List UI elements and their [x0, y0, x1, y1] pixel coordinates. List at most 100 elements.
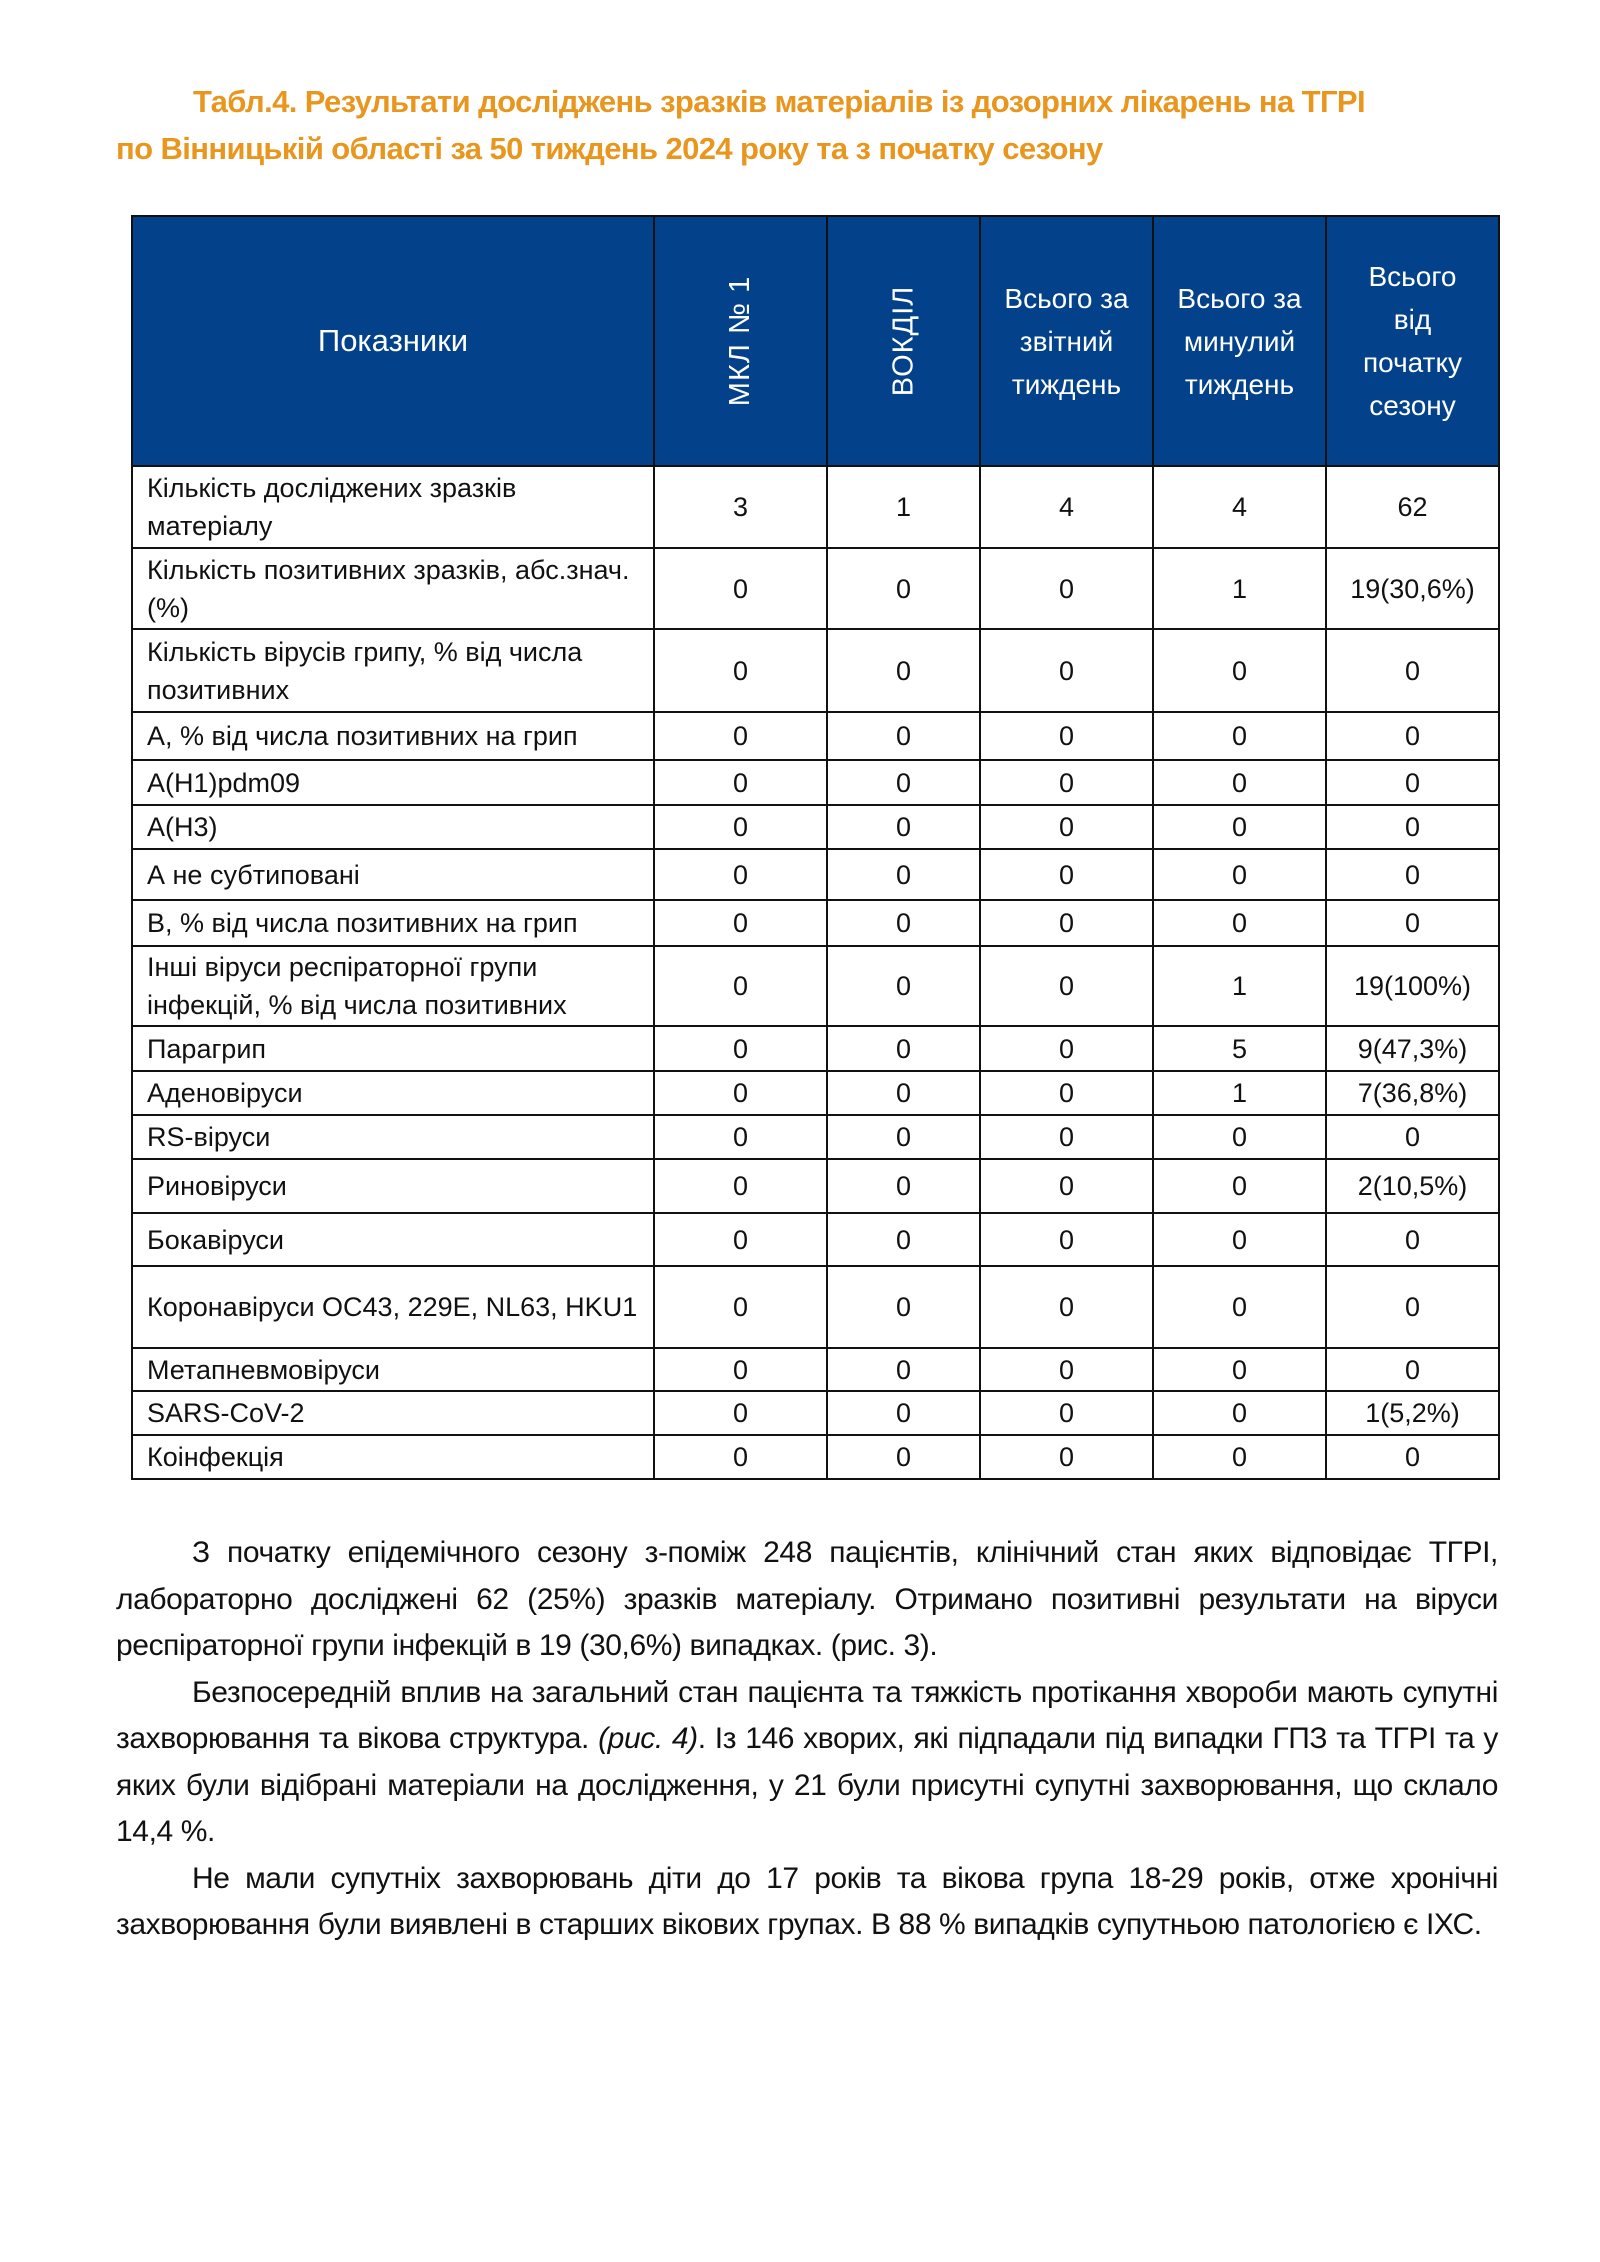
cell-value: 0: [979, 1114, 1154, 1160]
cell-value: 0: [1325, 1265, 1500, 1349]
cell-value: 0: [1325, 628, 1500, 713]
table-row: Риновіруси 0 0 0 0 2(10,5%): [131, 1158, 1500, 1214]
table-row: A(H3) 0 0 0 0 0: [131, 804, 1500, 850]
table-row: Кількість досліджених зразків матеріалу 3…: [131, 465, 1500, 549]
cell-value: 0: [1152, 1212, 1327, 1267]
row-label: RS-віруси: [131, 1114, 655, 1160]
cell-value: 0: [1325, 711, 1500, 761]
cell-value: 62: [1325, 465, 1500, 549]
table-row: В, % від числа позитивних на грип 0 0 0 0 0: [131, 899, 1500, 947]
cell-value: 2(10,5%): [1325, 1158, 1500, 1214]
row-label: Аденовіруси: [131, 1070, 655, 1116]
cell-value: 0: [979, 759, 1154, 806]
cell-value: 0: [653, 1114, 828, 1160]
cell-value: 0: [653, 1158, 828, 1214]
cell-value: 0: [1325, 1212, 1500, 1267]
row-label: A(H3): [131, 804, 655, 850]
cell-value: 0: [826, 1025, 981, 1072]
table-row: Аденовіруси 0 0 0 1 7(36,8%): [131, 1070, 1500, 1116]
row-label: Риновіруси: [131, 1158, 655, 1214]
table-row: Інші віруси респіраторної групи інфекцій…: [131, 945, 1500, 1027]
paragraph-2-text-b: . Із 146 хворих, які підпадали під випад…: [116, 1722, 1498, 1848]
figure-reference: (рис. 4): [598, 1722, 698, 1755]
row-label: Кількість досліджених зразків матеріалу: [131, 465, 655, 549]
cell-value: 4: [1152, 465, 1327, 549]
cell-value: 0: [826, 1347, 981, 1392]
table-row: A(H1)pdm09 0 0 0 0 0: [131, 759, 1500, 806]
cell-value: 19(100%): [1325, 945, 1500, 1027]
cell-value: 0: [979, 945, 1154, 1027]
cell-value: 19(30,6%): [1325, 547, 1500, 630]
cell-value: 0: [979, 1265, 1154, 1349]
cell-value: 0: [979, 899, 1154, 947]
row-label: Метапневмовіруси: [131, 1347, 655, 1392]
cell-value: 0: [826, 1212, 981, 1267]
table-row: А, % від числа позитивних на грип 0 0 0 0 0: [131, 711, 1500, 761]
cell-value: 0: [826, 1434, 981, 1480]
cell-value: 0: [1152, 711, 1327, 761]
cell-value: 0: [1325, 804, 1500, 850]
cell-value: 1: [826, 465, 981, 549]
cell-value: 9(47,3%): [1325, 1025, 1500, 1072]
row-label: A(H1)pdm09: [131, 759, 655, 806]
cell-value: 0: [1152, 1390, 1327, 1436]
paragraph-2-text-a: Безпосередній вплив на загальний стан па…: [116, 1675, 1498, 1756]
cell-value: 0: [653, 1070, 828, 1116]
paragraph-1: З початку епідемічного сезону з-поміж 24…: [116, 1536, 1498, 1662]
header-vokdil: ВОКДІЛ: [826, 215, 981, 467]
paragraph-3: Не мали супутніх захворювань діти до 17 …: [116, 1861, 1498, 1942]
cell-value: 0: [1152, 1434, 1327, 1480]
body-text: З початку епідемічного сезону з-поміж 24…: [116, 1530, 1498, 1949]
cell-value: 0: [979, 848, 1154, 901]
cell-value: 4: [979, 465, 1154, 549]
cell-value: 0: [653, 628, 828, 713]
cell-value: 0: [1325, 1347, 1500, 1392]
table-row: SARS-CoV-2 0 0 0 0 1(5,2%): [131, 1390, 1500, 1436]
table-row: Кількість вірусів грипу, % від числа поз…: [131, 628, 1500, 713]
cell-value: 0: [1152, 1347, 1327, 1392]
cell-value: 0: [653, 804, 828, 850]
cell-value: 0: [653, 1265, 828, 1349]
table-title: Табл.4. Результати досліджень зразків ма…: [116, 78, 1501, 172]
cell-value: 1: [1152, 945, 1327, 1027]
cell-value: 0: [979, 1025, 1154, 1072]
cell-value: 0: [653, 899, 828, 947]
row-label: А, % від числа позитивних на грип: [131, 711, 655, 761]
row-label: Коінфекція: [131, 1434, 655, 1480]
header-mkl1: МКЛ № 1: [653, 215, 828, 467]
table-header-row: Показники МКЛ № 1 ВОКДІЛ Всього за звітн…: [131, 215, 1500, 467]
cell-value: 0: [1152, 804, 1327, 850]
cell-value: 0: [1152, 628, 1327, 713]
header-last-week: Всього за минулий тиждень: [1152, 215, 1327, 467]
table-row: Парагрип 0 0 0 5 9(47,3%): [131, 1025, 1500, 1072]
cell-value: 0: [979, 1347, 1154, 1392]
cell-value: 1: [1152, 547, 1327, 630]
cell-value: 0: [826, 1390, 981, 1436]
table-row: RS-віруси 0 0 0 0 0: [131, 1114, 1500, 1160]
cell-value: 0: [653, 848, 828, 901]
cell-value: 0: [653, 1025, 828, 1072]
cell-value: 0: [826, 848, 981, 901]
cell-value: 0: [1152, 1158, 1327, 1214]
cell-value: 0: [653, 945, 828, 1027]
cell-value: 0: [653, 759, 828, 806]
row-label: В, % від числа позитивних на грип: [131, 899, 655, 947]
paragraph-2: Безпосередній вплив на загальний стан па…: [116, 1670, 1498, 1856]
cell-value: 0: [979, 1390, 1154, 1436]
cell-value: 0: [826, 804, 981, 850]
row-label: Кількість вірусів грипу, % від числа поз…: [131, 628, 655, 713]
cell-value: 0: [1325, 848, 1500, 901]
cell-value: 5: [1152, 1025, 1327, 1072]
table-title-line-1: Табл.4. Результати досліджень зразків ма…: [193, 84, 1366, 119]
cell-value: 0: [653, 1212, 828, 1267]
cell-value: 0: [1152, 1114, 1327, 1160]
cell-value: 0: [979, 804, 1154, 850]
cell-value: 0: [826, 945, 981, 1027]
cell-value: 0: [979, 1434, 1154, 1480]
table-row: Коронавіруси ОС43, 229E, NL63, HKU1 0 0 0 0 0: [131, 1265, 1500, 1349]
cell-value: 0: [979, 1212, 1154, 1267]
table-row: Метапневмовіруси 0 0 0 0 0: [131, 1347, 1500, 1392]
table-row: Коінфекція 0 0 0 0 0: [131, 1434, 1500, 1480]
cell-value: 0: [653, 711, 828, 761]
cell-value: 0: [979, 547, 1154, 630]
